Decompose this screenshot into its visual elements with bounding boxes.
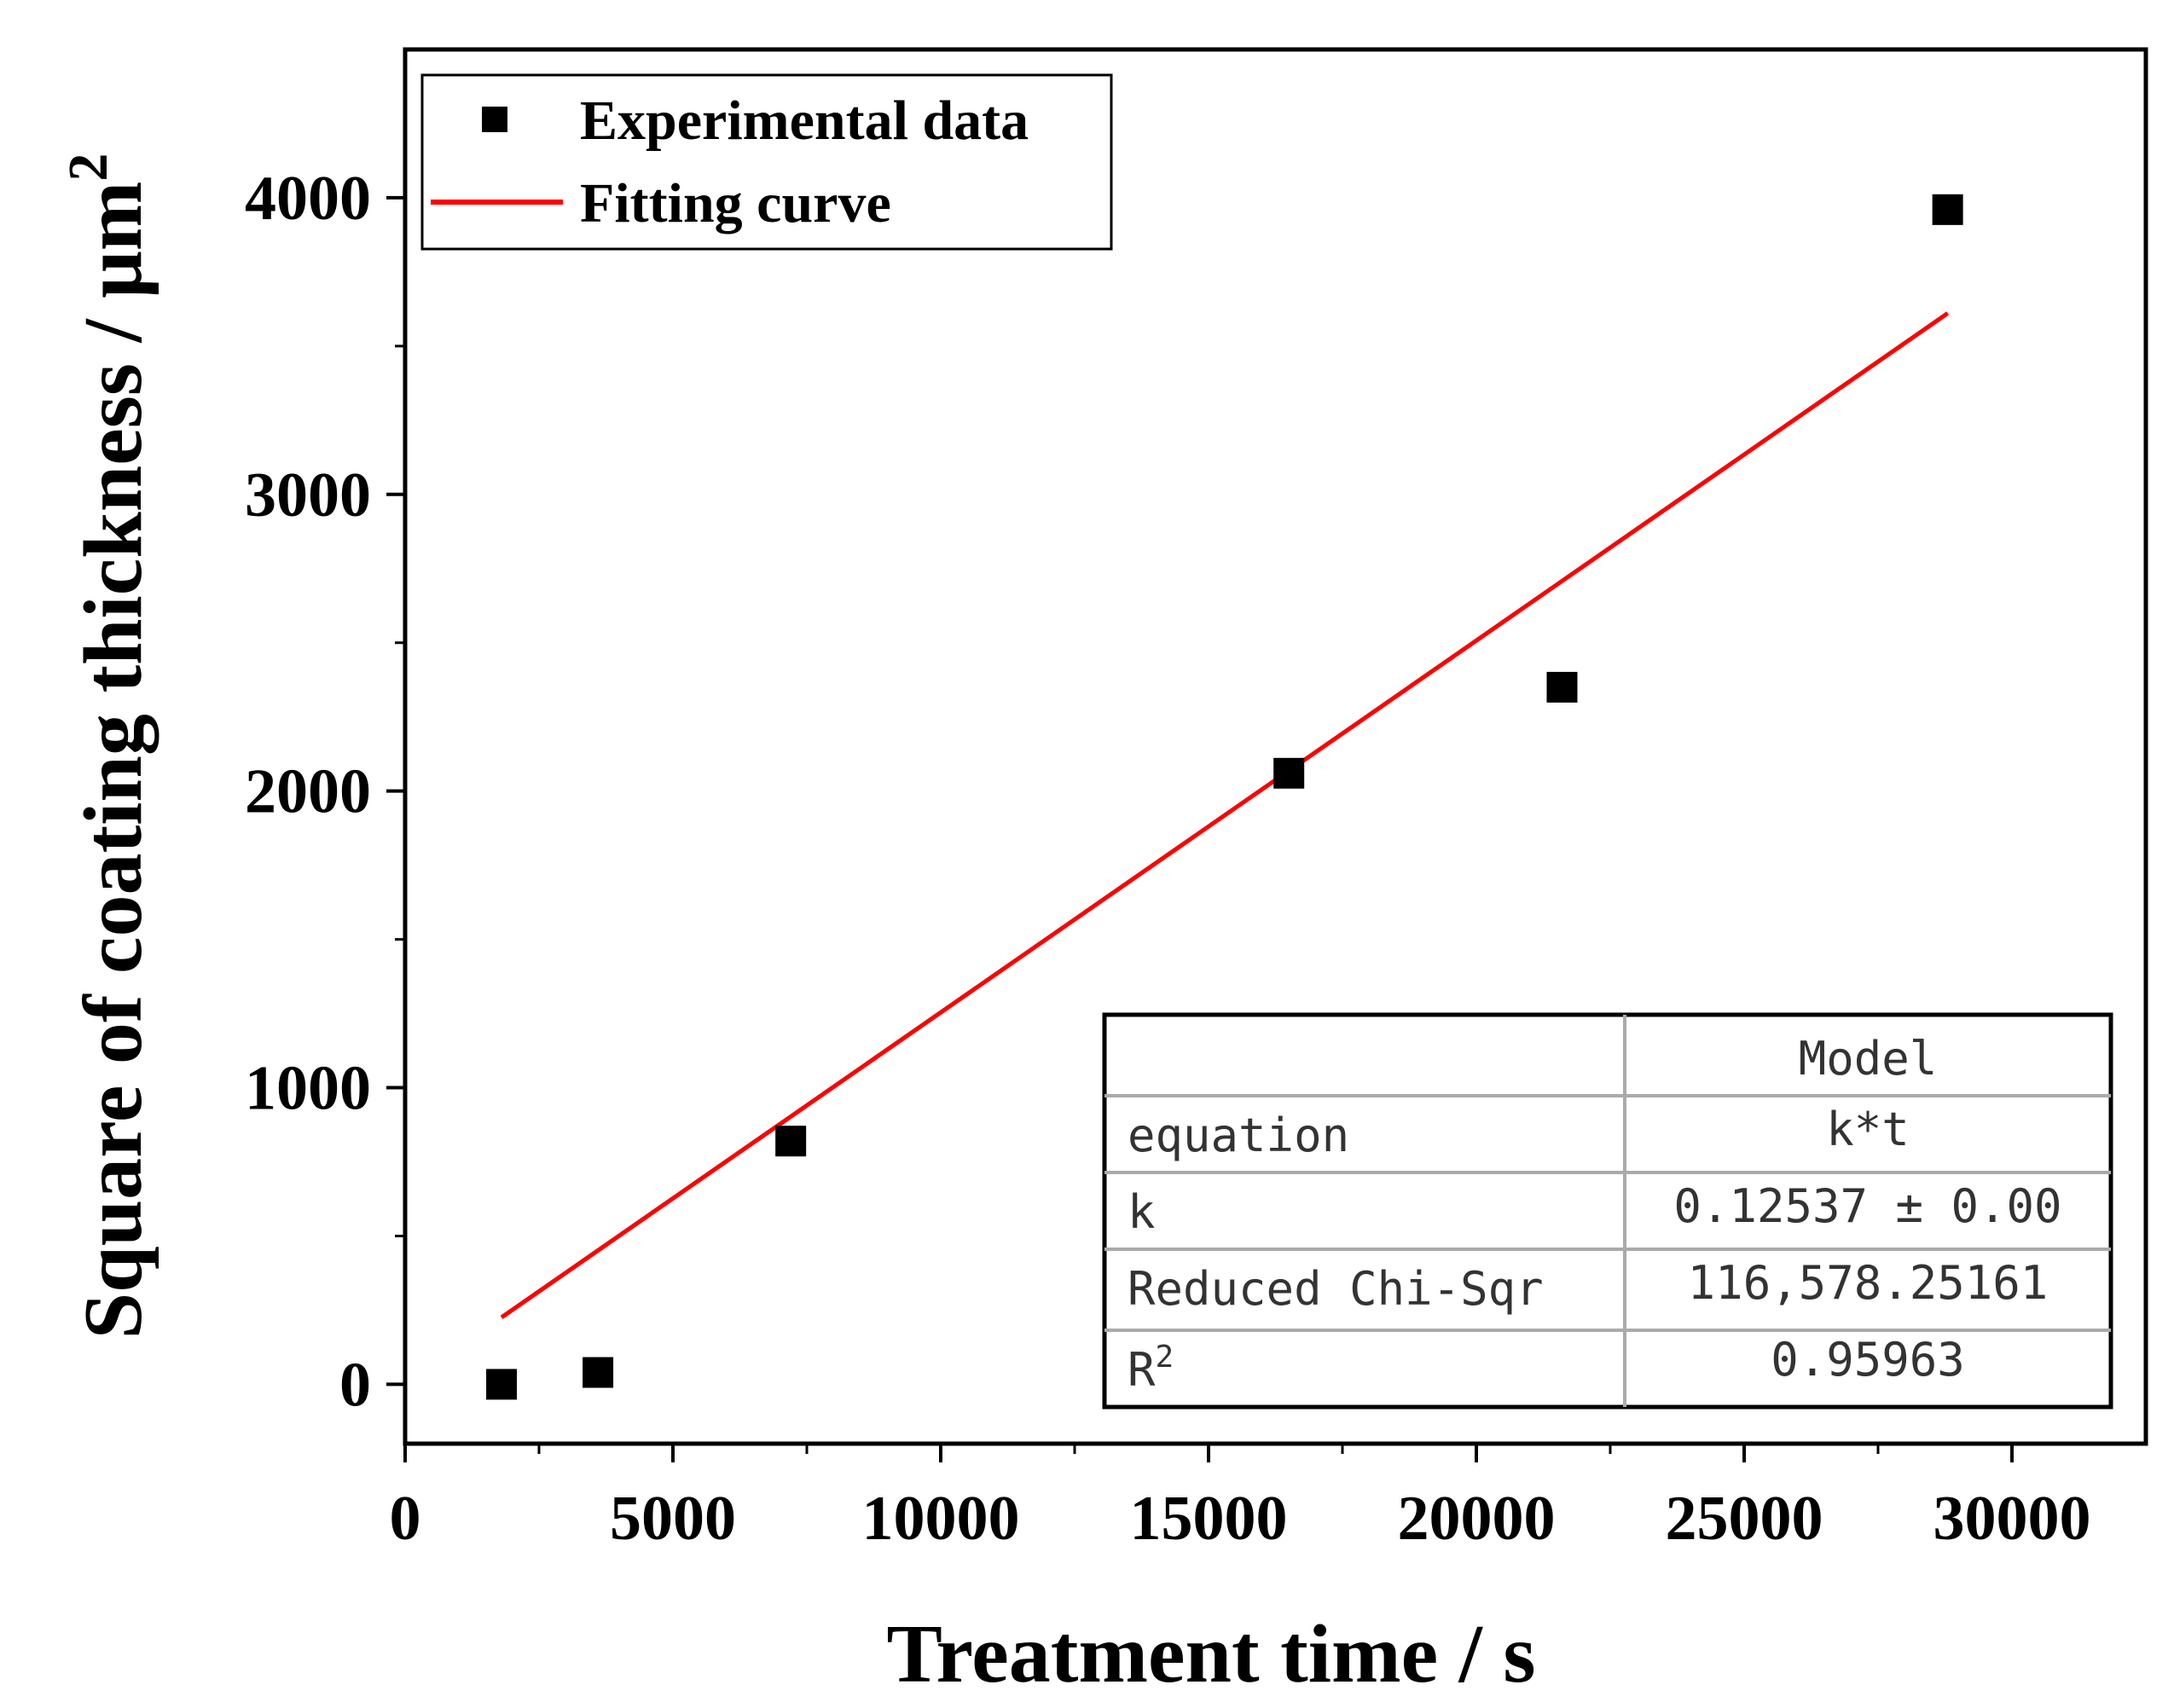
x-tick-label: 0 xyxy=(390,1484,421,1554)
y-axis-title: Square of coating thickness / μm2 xyxy=(57,153,159,1340)
legend-box xyxy=(420,73,1113,251)
experimental-data-point xyxy=(1546,671,1578,703)
experimental-data-point xyxy=(775,1126,807,1157)
experimental-data-point xyxy=(1273,757,1305,789)
x-tick-label: 10000 xyxy=(862,1484,1020,1554)
fit-table-header-model: Model xyxy=(1799,1032,1938,1086)
y-axis-title-text: Square of coating thickness / μm xyxy=(67,182,159,1340)
y-axis-ticks: 0 1000 2000 3000 4000 xyxy=(245,164,405,1420)
x-axis-title: Treatment time / s xyxy=(886,1608,1535,1700)
y-tick-label: 0 xyxy=(339,1350,371,1420)
x-tick-label: 25000 xyxy=(1666,1484,1823,1554)
fit-table-value-k: 0.12537 ± 0.00 xyxy=(1673,1179,2061,1233)
x-tick-label: 30000 xyxy=(1933,1484,2091,1554)
experimental-data-point xyxy=(1932,194,1963,225)
legend-marker-experimental xyxy=(482,107,507,132)
fit-table: Model equation k*t k 0.12537 ± 0.00 Redu… xyxy=(1102,1012,2113,1410)
x-axis-ticks: 0 5000 10000 15000 20000 25000 30000 xyxy=(390,1444,2091,1554)
experimental-data-point xyxy=(486,1369,518,1400)
legend-label-fitting: Fitting curve xyxy=(580,172,891,234)
legend-label-experimental: Experimental data xyxy=(580,90,1029,152)
x-tick-label: 5000 xyxy=(610,1484,736,1554)
y-axis-title-superscript: 2 xyxy=(57,153,119,182)
experimental-data-point xyxy=(583,1357,614,1388)
fit-table-value-r2: 0.95963 xyxy=(1771,1333,1965,1387)
series-layer xyxy=(486,194,1963,1400)
fit-table-label-r-superscript: 2 xyxy=(1156,1340,1174,1375)
fit-table-label-r: R xyxy=(1128,1343,1156,1397)
fit-table-label-r2: R2 xyxy=(1128,1340,1174,1397)
y-tick-label: 3000 xyxy=(245,460,371,530)
fit-table-label-k: k xyxy=(1128,1185,1156,1239)
y-tick-label: 1000 xyxy=(245,1054,371,1124)
fit-table-border xyxy=(1102,1012,2113,1410)
x-tick-label: 20000 xyxy=(1398,1484,1556,1554)
x-tick-label: 15000 xyxy=(1130,1484,1288,1554)
fitting-curve-line xyxy=(500,311,1950,1319)
fit-table-label-equation: equation xyxy=(1128,1109,1349,1162)
y-tick-label: 4000 xyxy=(245,164,371,234)
legend: Experimental data Fitting curve xyxy=(420,73,1113,251)
fit-table-value-chisqr: 116,578.25161 xyxy=(1688,1256,2049,1310)
fit-table-label-chisqr: Reduced Chi-Sqr xyxy=(1128,1262,1544,1316)
plot-frame xyxy=(403,47,2148,1446)
fit-table-value-equation: k*t xyxy=(1826,1103,1910,1156)
y-tick-label: 2000 xyxy=(245,757,371,827)
